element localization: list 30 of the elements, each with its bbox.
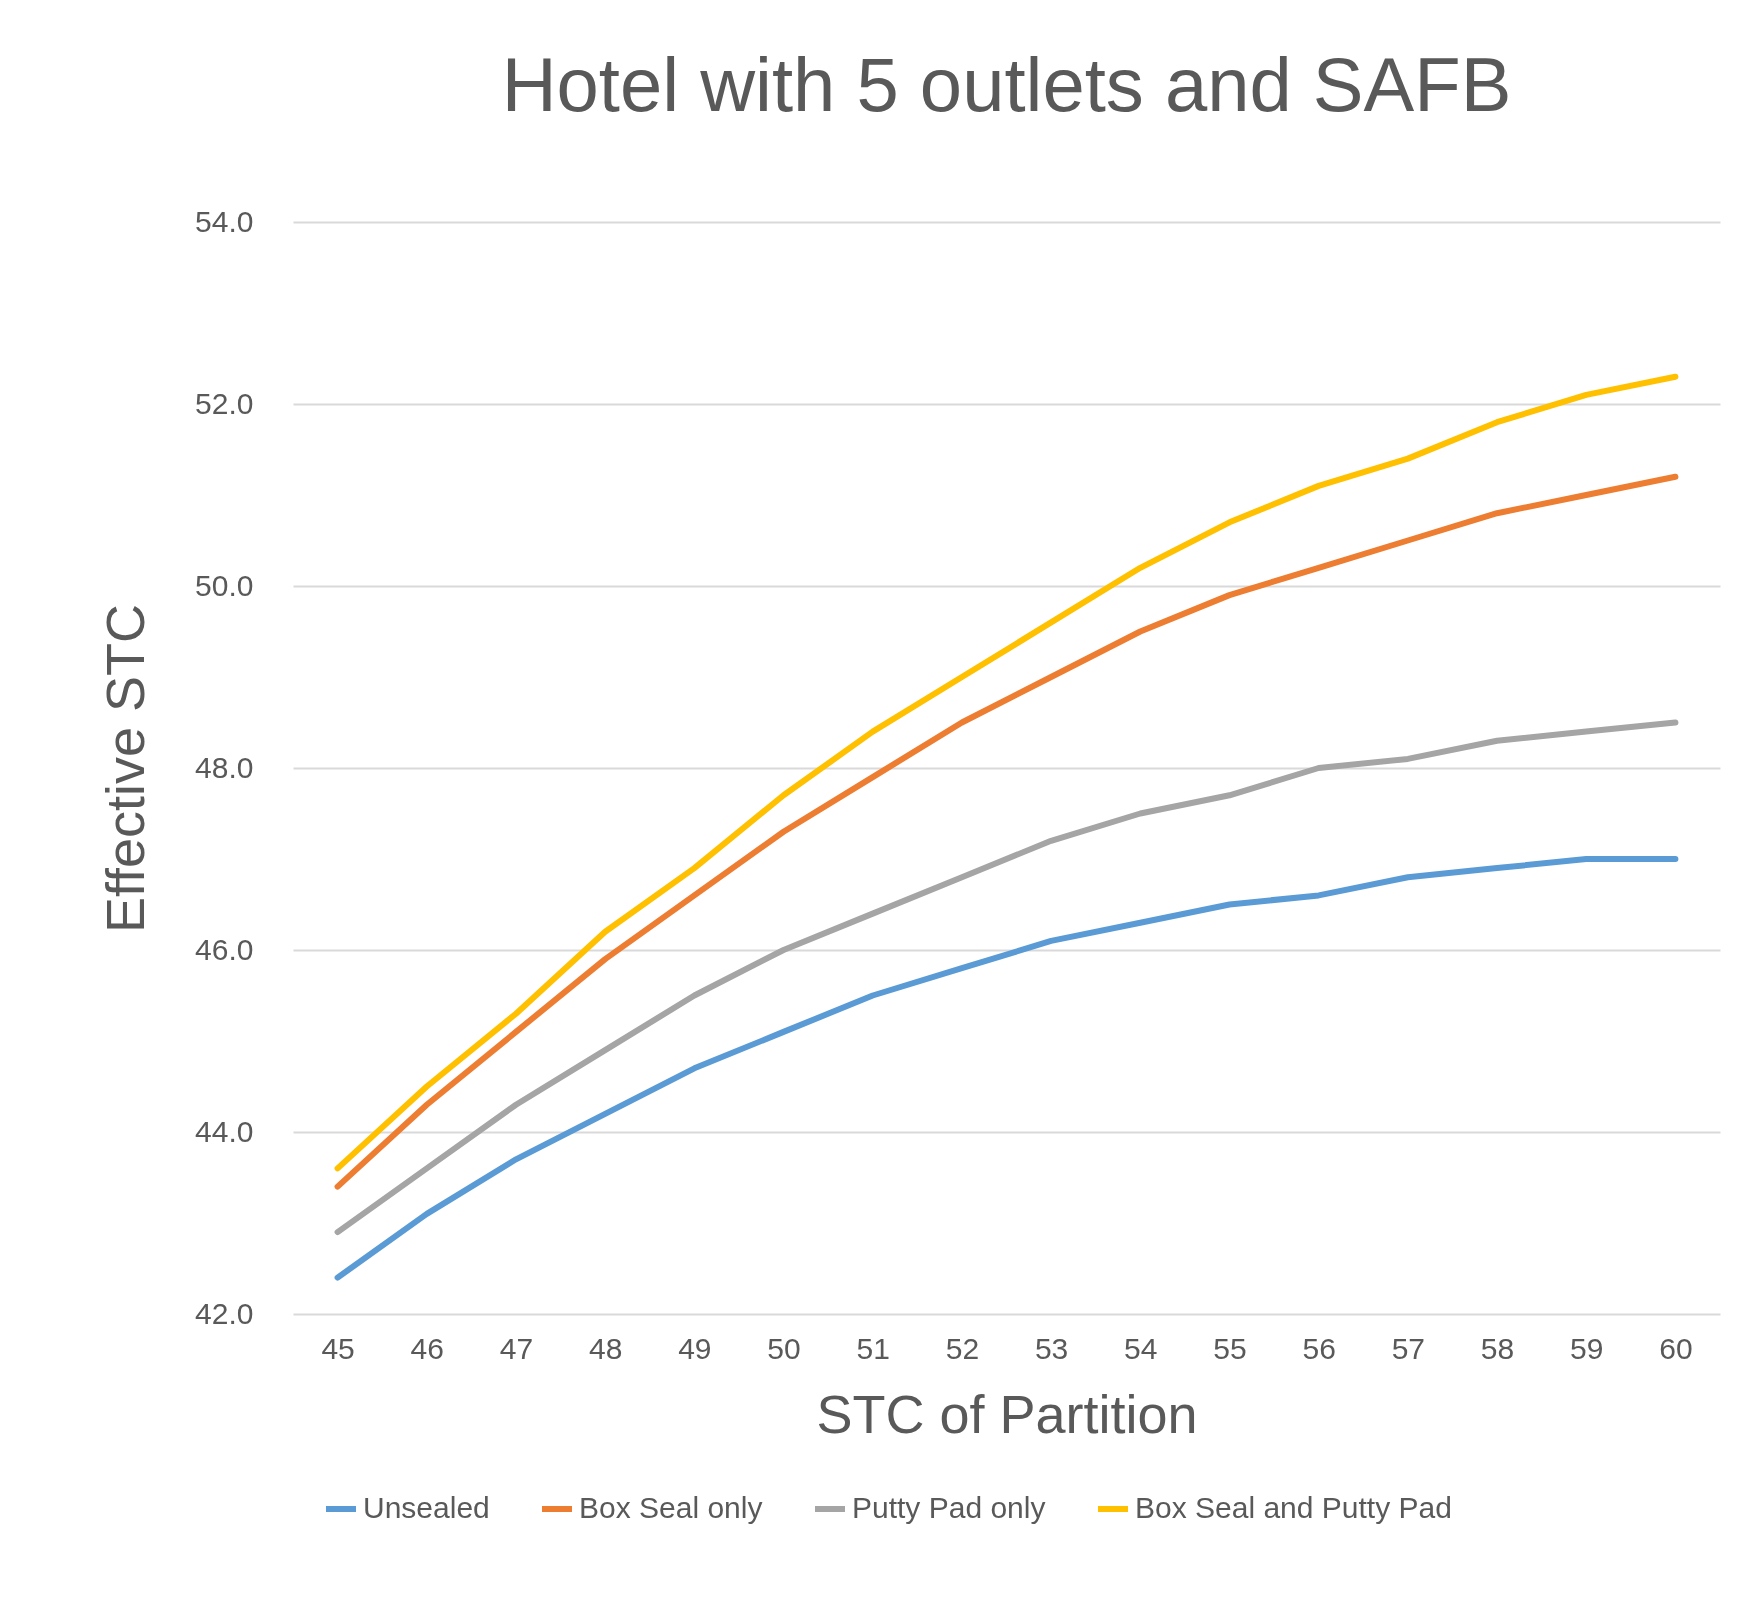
x-tick-label: 48 <box>588 1331 623 1365</box>
x-tick-label: 59 <box>1570 1331 1604 1365</box>
x-tick-label: 56 <box>1302 1331 1336 1365</box>
legend-label: Box Seal only <box>579 1491 763 1524</box>
legend-label: Unsealed <box>363 1491 490 1524</box>
x-tick-label: 53 <box>1034 1331 1069 1365</box>
x-tick-label: 47 <box>499 1331 534 1365</box>
legend-label: Putty Pad only <box>852 1491 1046 1524</box>
y-tick-label: 44.0 <box>195 1114 254 1148</box>
y-tick-label: 46.0 <box>195 932 254 966</box>
x-tick-label: 49 <box>678 1331 712 1365</box>
legend-label: Box Seal and Putty Pad <box>1135 1491 1452 1524</box>
y-tick-label: 52.0 <box>195 386 254 420</box>
x-tick-label: 57 <box>1391 1331 1426 1365</box>
y-tick-label: 50.0 <box>195 568 254 602</box>
x-tick-label: 60 <box>1659 1331 1693 1365</box>
x-tick-label: 52 <box>945 1331 980 1365</box>
x-tick-label: 54 <box>1124 1331 1158 1365</box>
x-tick-label: 58 <box>1480 1331 1515 1365</box>
x-tick-label: 45 <box>321 1331 355 1365</box>
x-tick-label: 46 <box>410 1331 444 1365</box>
y-axis-title: Effective STC <box>95 603 156 934</box>
y-tick-label: 54.0 <box>195 204 254 238</box>
chart-title: Hotel with 5 outlets and SAFB <box>501 42 1512 127</box>
y-tick-label: 48.0 <box>195 750 254 784</box>
x-tick-label: 51 <box>856 1331 890 1365</box>
x-tick-label: 50 <box>767 1331 801 1365</box>
x-tick-label: 55 <box>1213 1331 1247 1365</box>
x-axis-title: STC of Partition <box>816 1383 1198 1444</box>
y-tick-label: 42.0 <box>195 1296 254 1330</box>
